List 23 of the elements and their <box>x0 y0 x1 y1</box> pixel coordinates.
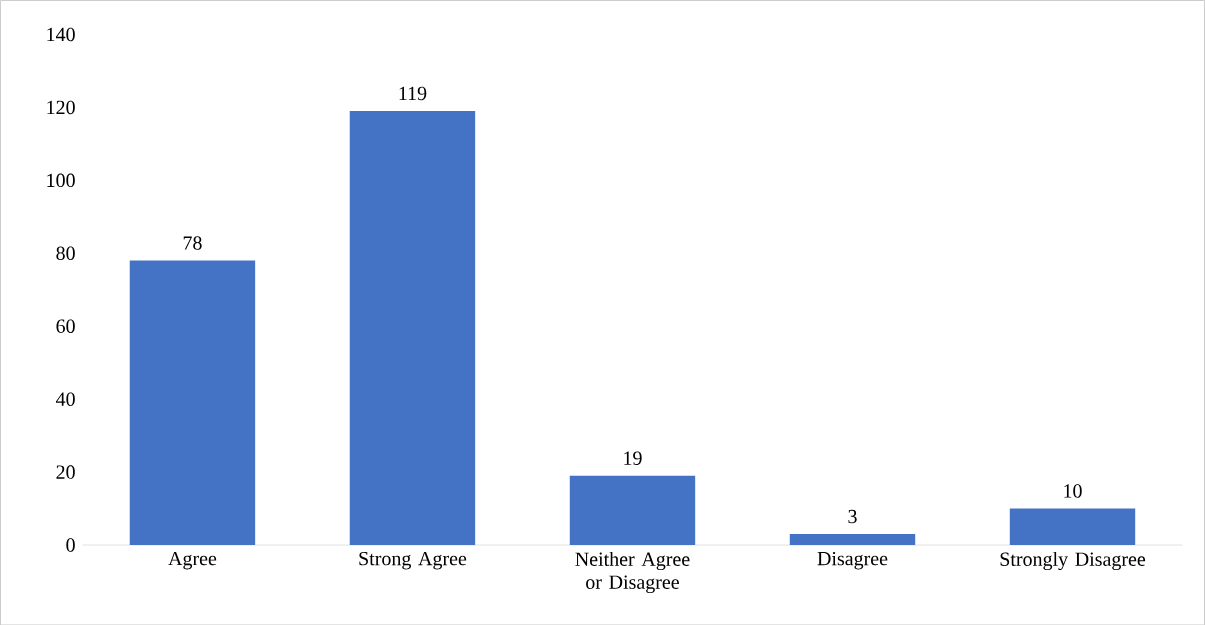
x-tick-label: Disagree <box>817 551 888 570</box>
y-tick-label: 40 <box>55 392 75 406</box>
data-label: 19 <box>624 451 642 465</box>
data-label: 78 <box>183 236 202 250</box>
bar <box>1009 508 1136 545</box>
x-tick-label: Strong Agree <box>359 551 467 570</box>
bar <box>349 110 476 545</box>
x-tick-label: Strongly Disagree <box>1000 551 1146 570</box>
y-tick-label: 0 <box>66 538 75 552</box>
y-tick-label: 120 <box>47 100 75 114</box>
x-tick-label: Neither Agree or Disagree <box>575 551 690 593</box>
bar <box>789 533 916 545</box>
bar <box>129 260 256 545</box>
y-tick-label: 140 <box>47 27 75 41</box>
y-tick-label: 100 <box>47 173 75 187</box>
data-label: 3 <box>848 509 857 524</box>
data-label: 119 <box>399 86 427 100</box>
y-tick-label: 80 <box>56 246 75 260</box>
y-tick-label: 20 <box>56 465 75 479</box>
x-tick-label: Agree <box>168 551 217 570</box>
bar <box>569 475 696 545</box>
data-label: 10 <box>1064 484 1082 498</box>
y-tick-label: 60 <box>56 319 75 333</box>
